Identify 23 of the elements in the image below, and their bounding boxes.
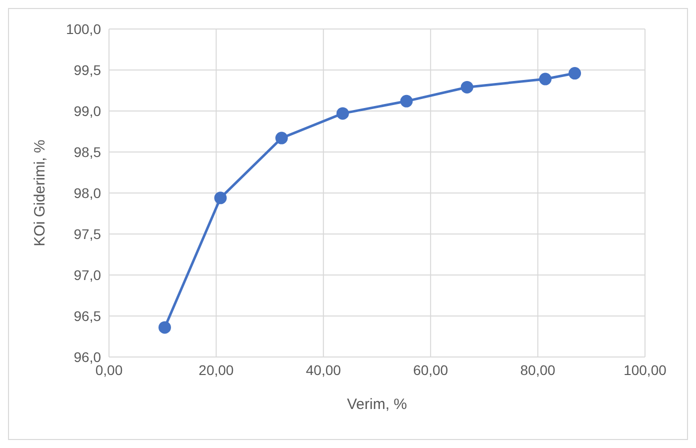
x-tick-label: 60,00 <box>413 362 448 378</box>
point <box>568 67 582 80</box>
point <box>214 192 227 204</box>
y-tick-label: 99,0 <box>74 102 102 119</box>
x-tick-label: 40,00 <box>306 362 342 378</box>
x-axis-title: Verim, % <box>346 396 408 413</box>
y-tick-label: 97,0 <box>74 266 102 283</box>
point <box>400 94 413 108</box>
y-tick-label: 100,0 <box>66 20 102 37</box>
point <box>460 80 474 94</box>
y-tick-label: 97,5 <box>74 226 102 242</box>
y-tick-label: 98,0 <box>74 184 102 201</box>
point <box>158 321 171 334</box>
point <box>336 107 349 120</box>
y-tick-label: 98,5 <box>74 144 102 160</box>
y-tick-label: 99,5 <box>74 62 102 78</box>
x-tick-label: 20,00 <box>198 362 234 378</box>
x-tick-label: 100,00 <box>624 362 667 378</box>
y-tick-label: 96,5 <box>74 308 102 324</box>
point <box>275 132 288 144</box>
point <box>539 72 552 86</box>
x-tick-label: 80,00 <box>520 362 556 378</box>
y-axis-title: KOi Giderimi, % <box>31 140 48 246</box>
